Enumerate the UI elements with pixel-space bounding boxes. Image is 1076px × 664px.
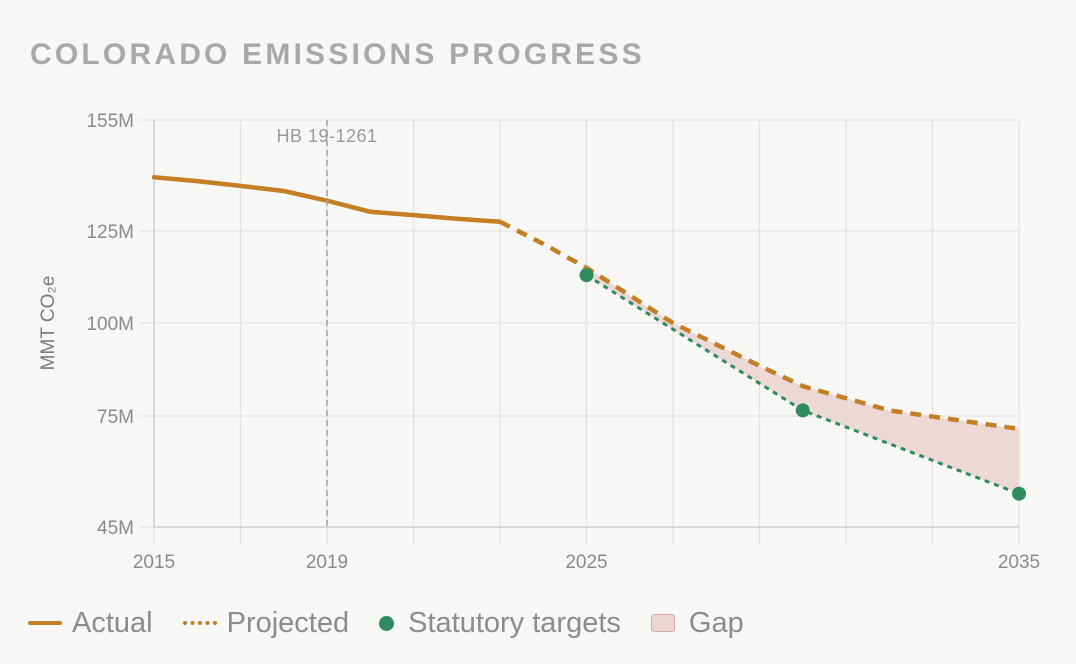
legend-label-targets: Statutory targets	[408, 606, 621, 639]
legend-swatch-targets	[379, 615, 395, 631]
y-tick-label: 125M	[86, 222, 134, 243]
legend-item-projected: Projected	[182, 606, 350, 640]
target-markers	[579, 268, 1026, 501]
y-axis-label: MMT CO₂e	[38, 276, 59, 371]
legend: Actual Projected Statutory targets Gap	[28, 603, 774, 643]
legend-item-actual: Actual	[28, 607, 153, 640]
y-tick-label: 100M	[86, 314, 134, 335]
annotation-label: HB 19-1261	[276, 126, 377, 146]
x-tick-label: 2015	[133, 552, 175, 573]
legend-label-projected: Projected	[226, 606, 350, 639]
emissions-chart: HB 19-1261 45M 75M 100M 125M 155M 2015 2019 202…	[38, 111, 1040, 573]
legend-swatch-projected	[182, 621, 217, 625]
x-tick-label: 2035	[998, 552, 1040, 573]
target-marker	[1012, 486, 1026, 501]
legend-label-actual: Actual	[72, 606, 153, 639]
target-marker	[579, 268, 594, 283]
x-tick-label: 2025	[565, 552, 607, 573]
legend-swatch-actual	[28, 621, 62, 625]
legend-label-gap: Gap	[688, 606, 744, 639]
y-tick-label: 75M	[97, 407, 134, 428]
axis-labels: 45M 75M 100M 125M 155M 2015 2019 2025 2035 MMT CO…	[38, 111, 1040, 573]
target-marker	[795, 403, 810, 418]
annotations: HB 19-1261	[276, 120, 377, 527]
y-tick-label: 45M	[97, 518, 134, 539]
grid-lines	[140, 119, 1020, 545]
legend-swatch-gap	[650, 614, 675, 632]
gap-area	[586, 267, 1019, 494]
chart-title: COLORADO EMISSIONS PROGRESS	[30, 38, 645, 71]
gap-fill	[586, 267, 1019, 494]
legend-item-targets: Statutory targets	[379, 607, 621, 640]
legend-item-gap: Gap	[650, 606, 744, 640]
y-tick-label: 155M	[86, 111, 134, 132]
series-line-projected	[498, 219, 1020, 432]
x-tick-label: 2019	[306, 552, 348, 573]
